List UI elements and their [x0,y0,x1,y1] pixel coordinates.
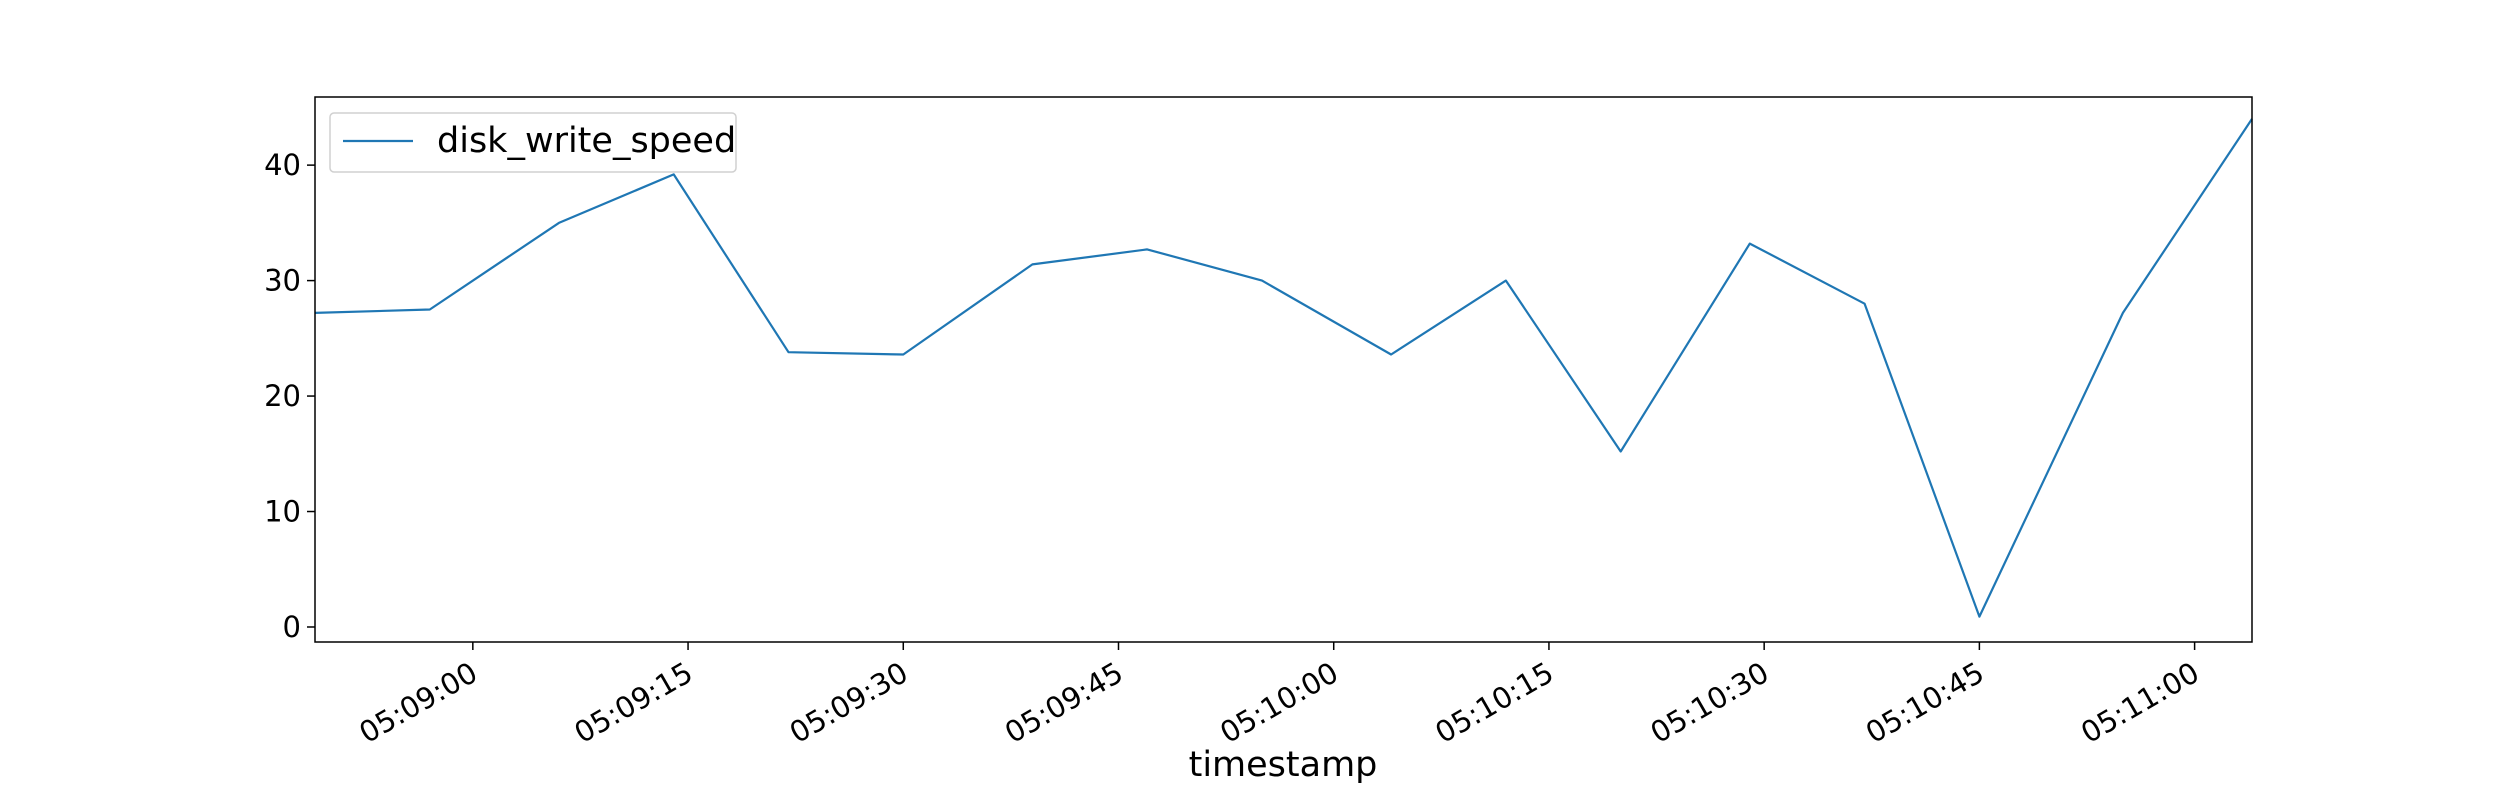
y-tick-label: 30 [264,264,301,298]
plot-area-frame [314,96,2253,643]
series-line-disk-write-speed [314,118,2253,618]
y-axis: 0 10 20 30 40 [264,148,315,644]
legend: disk_write_speed [329,112,737,173]
series-group [314,118,2253,618]
y-tick-label: 40 [264,148,301,182]
legend-label: disk_write_speed [437,121,736,161]
y-tick-label: 0 [283,610,301,644]
legend-box [329,112,737,173]
y-tick-label: 10 [264,495,301,529]
x-axis-title: timestamp [1189,745,1378,785]
y-tick-label: 20 [264,379,301,413]
